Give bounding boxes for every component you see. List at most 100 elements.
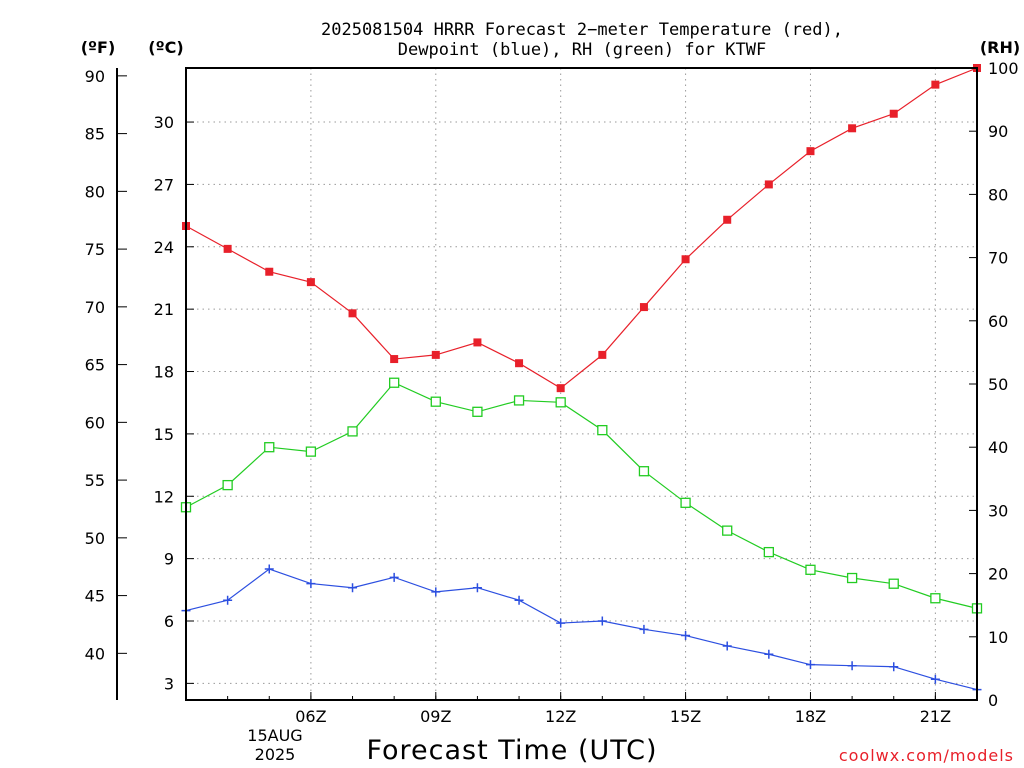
fahrenheit-tick-label: 80 — [85, 182, 105, 201]
data-point — [805, 564, 816, 575]
data-point — [223, 595, 233, 605]
date-label-year: 2025 — [255, 745, 296, 764]
data-point — [555, 397, 566, 408]
rh-unit-label: (RH) — [980, 38, 1020, 57]
data-point — [805, 660, 815, 670]
data-point — [431, 350, 440, 359]
rh-tick-label: 10 — [988, 628, 1008, 647]
data-point — [556, 618, 566, 628]
data-point — [472, 583, 482, 593]
data-point — [347, 426, 358, 437]
rh-tick-label: 0 — [988, 691, 998, 710]
fahrenheit-tick-label: 45 — [85, 587, 105, 606]
chart-title-line-1: 2025081504 HRRR Forecast 2−meter Tempera… — [321, 20, 843, 40]
plot-frame — [185, 67, 978, 701]
series-dewpoint — [181, 564, 982, 695]
rh-axis: 0 10 20 30 40 50 60 70 80 90 100 — [969, 59, 1019, 710]
data-point — [764, 180, 773, 189]
data-point — [348, 583, 358, 593]
celsius-tick-label: 15 — [154, 425, 174, 444]
data-point — [723, 215, 732, 224]
data-point — [889, 662, 899, 672]
fahrenheit-tick-label: 55 — [85, 471, 105, 490]
celsius-tick-label: 24 — [154, 238, 174, 257]
data-point — [348, 309, 357, 318]
celsius-tick-label: 12 — [154, 487, 174, 506]
data-point — [389, 572, 399, 582]
credit-text: coolwx.com/models — [839, 746, 1014, 765]
data-point — [681, 631, 691, 641]
rh-tick-label: 80 — [988, 185, 1008, 204]
data-point — [598, 350, 607, 359]
data-point — [390, 355, 399, 364]
data-point — [763, 546, 774, 558]
celsius-tick-label: 30 — [154, 113, 174, 132]
fahrenheit-tick-label: 40 — [85, 644, 105, 663]
data-point — [265, 267, 274, 276]
data-point — [639, 624, 649, 634]
data-point — [931, 80, 940, 89]
time-axis: 06Z 09Z 12Z 15Z 18Z 21Z — [185, 692, 978, 726]
series-rh — [180, 377, 983, 614]
fahrenheit-tick-label: 65 — [85, 356, 105, 375]
data-point — [431, 587, 441, 597]
series-line — [185, 67, 978, 389]
data-point — [597, 424, 608, 436]
x-tick-label: 21Z — [920, 707, 951, 726]
celsius-axis: 3 6 9 12 15 18 21 24 27 30 — [154, 113, 194, 693]
data-point — [264, 442, 275, 453]
series-line — [185, 568, 978, 691]
data-point — [930, 593, 941, 604]
series-temperature — [182, 64, 981, 393]
celsius-tick-label: 21 — [154, 300, 174, 319]
celsius-unit-label: (ºC) — [148, 38, 183, 57]
x-tick-label: 18Z — [795, 707, 826, 726]
fahrenheit-tick-label: 75 — [85, 240, 105, 259]
data-point — [472, 406, 483, 417]
date-label-day: 15AUG — [247, 726, 302, 745]
data-point — [848, 124, 857, 133]
data-point — [889, 109, 898, 118]
celsius-tick-label: 6 — [164, 612, 174, 631]
data-point — [264, 564, 274, 574]
rh-tick-label: 70 — [988, 249, 1008, 268]
series-line — [185, 382, 978, 609]
rh-tick-label: 100 — [988, 59, 1019, 78]
data-point — [223, 244, 232, 253]
data-point — [888, 578, 899, 589]
x-tick-label: 06Z — [295, 707, 326, 726]
x-tick-label: 12Z — [545, 707, 576, 726]
celsius-tick-label: 3 — [164, 674, 174, 693]
rh-tick-label: 30 — [988, 501, 1008, 520]
data-point — [930, 674, 940, 684]
fahrenheit-unit-label: (ºF) — [81, 38, 116, 57]
celsius-tick-label: 27 — [154, 175, 174, 194]
data-point — [514, 595, 524, 605]
rh-tick-label: 20 — [988, 565, 1008, 584]
data-point — [680, 497, 691, 508]
data-point — [515, 359, 524, 368]
rh-tick-label: 60 — [988, 312, 1008, 331]
fahrenheit-tick-label: 70 — [85, 298, 105, 317]
data-point — [638, 466, 650, 477]
x-tick-label: 15Z — [670, 707, 701, 726]
fahrenheit-tick-label: 85 — [85, 125, 105, 144]
data-point — [222, 479, 233, 491]
data-point — [806, 147, 815, 156]
rh-tick-label: 90 — [988, 122, 1008, 141]
rh-tick-label: 50 — [988, 375, 1008, 394]
data-point — [846, 572, 858, 584]
data-point — [639, 303, 648, 312]
data-point — [722, 641, 732, 651]
rh-tick-label: 40 — [988, 438, 1008, 457]
grid-lines — [186, 68, 977, 700]
fahrenheit-tick-label: 90 — [85, 67, 105, 86]
data-point — [513, 395, 525, 406]
data-point — [597, 616, 607, 626]
data-point — [764, 649, 774, 659]
fahrenheit-tick-label: 60 — [85, 413, 105, 432]
celsius-tick-label: 18 — [154, 363, 174, 382]
data-point — [306, 579, 316, 589]
fahrenheit-axis: 40 45 50 55 60 65 70 75 80 85 90 — [85, 67, 127, 663]
